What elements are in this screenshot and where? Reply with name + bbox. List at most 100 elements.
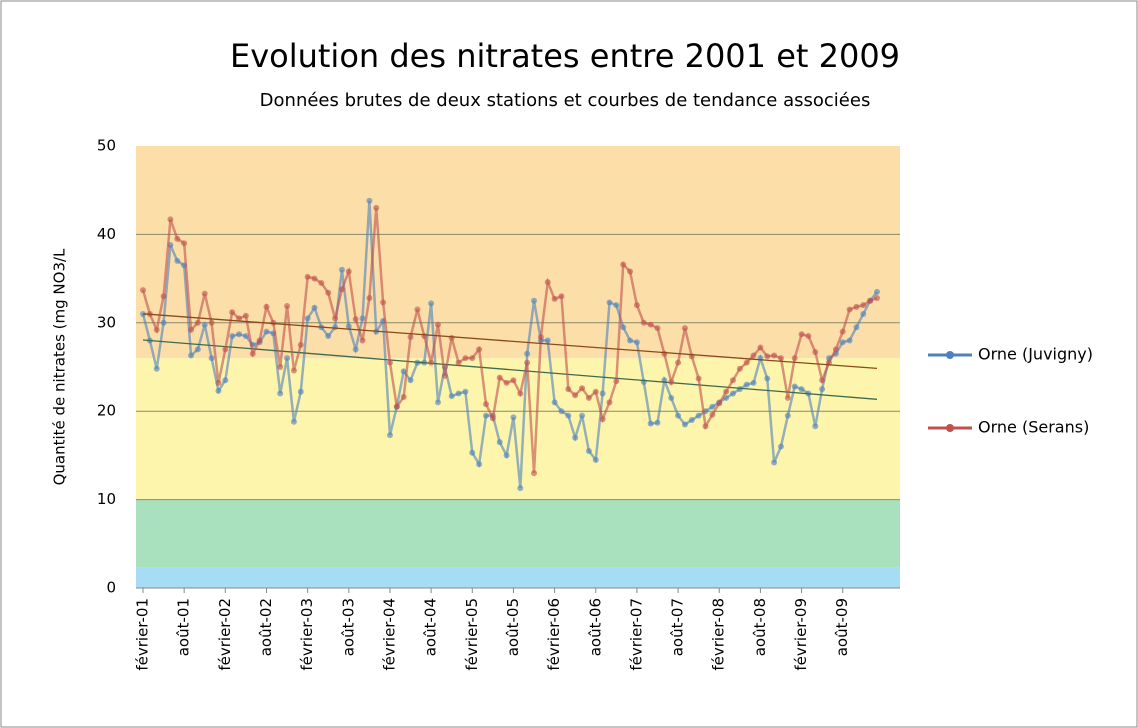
series-marker	[400, 394, 407, 401]
series-marker	[743, 381, 750, 388]
series-marker	[874, 295, 881, 302]
series-marker	[393, 403, 400, 410]
series-marker	[791, 383, 798, 390]
series-marker	[832, 346, 839, 353]
series-marker	[551, 295, 558, 302]
series-marker	[606, 299, 613, 306]
series-marker	[531, 470, 538, 477]
trend-line	[142, 313, 878, 370]
series-marker	[290, 367, 297, 374]
series-marker	[373, 204, 380, 211]
y-tick-label: 30	[97, 313, 116, 331]
series-marker	[222, 346, 229, 353]
series-marker	[277, 364, 284, 370]
series-marker	[558, 293, 565, 300]
series-marker	[585, 447, 592, 454]
series-marker	[263, 328, 270, 335]
series-marker	[208, 355, 215, 362]
series-marker	[764, 353, 771, 360]
series-marker	[153, 365, 160, 372]
series-marker	[764, 375, 771, 382]
series-marker	[613, 378, 620, 385]
series-marker	[771, 459, 778, 466]
series-marker	[476, 346, 483, 353]
series-marker	[702, 423, 709, 430]
series-marker	[551, 399, 558, 406]
series-marker	[716, 400, 723, 407]
series-marker	[606, 399, 613, 406]
series-marker	[407, 333, 414, 340]
series-marker	[174, 235, 181, 242]
series-marker	[201, 321, 208, 328]
series-marker	[297, 388, 304, 395]
chart-title: Evolution des nitrates entre 2001 et 200…	[230, 37, 900, 75]
series-marker	[318, 280, 325, 287]
threshold-band	[136, 567, 900, 588]
series-marker	[867, 297, 874, 304]
series-marker	[736, 386, 743, 393]
series-marker	[448, 334, 455, 341]
series-marker	[455, 359, 462, 366]
series-marker	[565, 412, 572, 419]
series-marker	[661, 350, 668, 357]
series-marker	[613, 302, 620, 309]
series-marker	[325, 289, 332, 296]
series-marker	[654, 419, 661, 426]
series-marker	[380, 299, 387, 306]
series-marker	[668, 379, 675, 386]
series-marker	[503, 452, 510, 459]
chart-subtitle: Données brutes de deux stations et courb…	[260, 90, 871, 111]
series-marker	[599, 416, 606, 423]
series-marker	[860, 310, 867, 317]
y-tick-label: 0	[106, 579, 116, 597]
series-marker	[249, 350, 256, 357]
y-tick-label: 10	[97, 490, 116, 508]
series-marker	[839, 339, 846, 346]
series-marker	[167, 216, 174, 223]
x-tick-label: août-02	[257, 598, 275, 656]
series-marker	[839, 328, 846, 335]
series-marker	[681, 421, 688, 428]
threshold-band	[136, 499, 900, 568]
series-marker	[455, 390, 462, 397]
series-marker	[695, 375, 702, 382]
legend-label: Orne (Serans)	[978, 418, 1089, 437]
series-marker	[229, 333, 236, 340]
series-marker	[531, 297, 538, 304]
series-marker	[510, 414, 517, 421]
series-marker	[544, 337, 551, 344]
series-marker	[194, 319, 201, 326]
series-marker	[585, 394, 592, 401]
x-tick-label: février-09	[792, 598, 810, 671]
series-marker	[414, 306, 421, 313]
x-tick-label: février-03	[298, 598, 316, 671]
series-marker	[798, 386, 805, 393]
series-marker	[483, 401, 489, 408]
series-marker	[483, 412, 489, 419]
series-marker	[284, 303, 291, 310]
series-marker	[215, 379, 222, 386]
series-marker	[345, 323, 352, 330]
series-marker	[428, 300, 435, 307]
series-marker	[236, 315, 243, 322]
series-marker	[297, 341, 304, 348]
series-marker	[160, 319, 167, 326]
series-marker	[757, 344, 764, 351]
trend-line	[142, 339, 878, 400]
series-marker	[647, 420, 654, 427]
series-marker	[215, 387, 222, 394]
series-marker	[229, 309, 236, 316]
series-marker	[743, 359, 750, 366]
series-marker	[846, 306, 853, 313]
series-marker	[290, 418, 297, 425]
series-marker	[688, 417, 695, 424]
y-tick-label: 50	[97, 137, 116, 155]
series-marker	[256, 337, 263, 344]
series-marker	[434, 321, 441, 328]
series-marker	[572, 434, 579, 441]
series-marker	[441, 372, 448, 379]
series-marker	[750, 379, 757, 386]
series-marker	[469, 355, 476, 362]
series-marker	[359, 315, 366, 322]
y-axis-label: Quantité de nitrates (mg NO3/L	[51, 248, 69, 485]
